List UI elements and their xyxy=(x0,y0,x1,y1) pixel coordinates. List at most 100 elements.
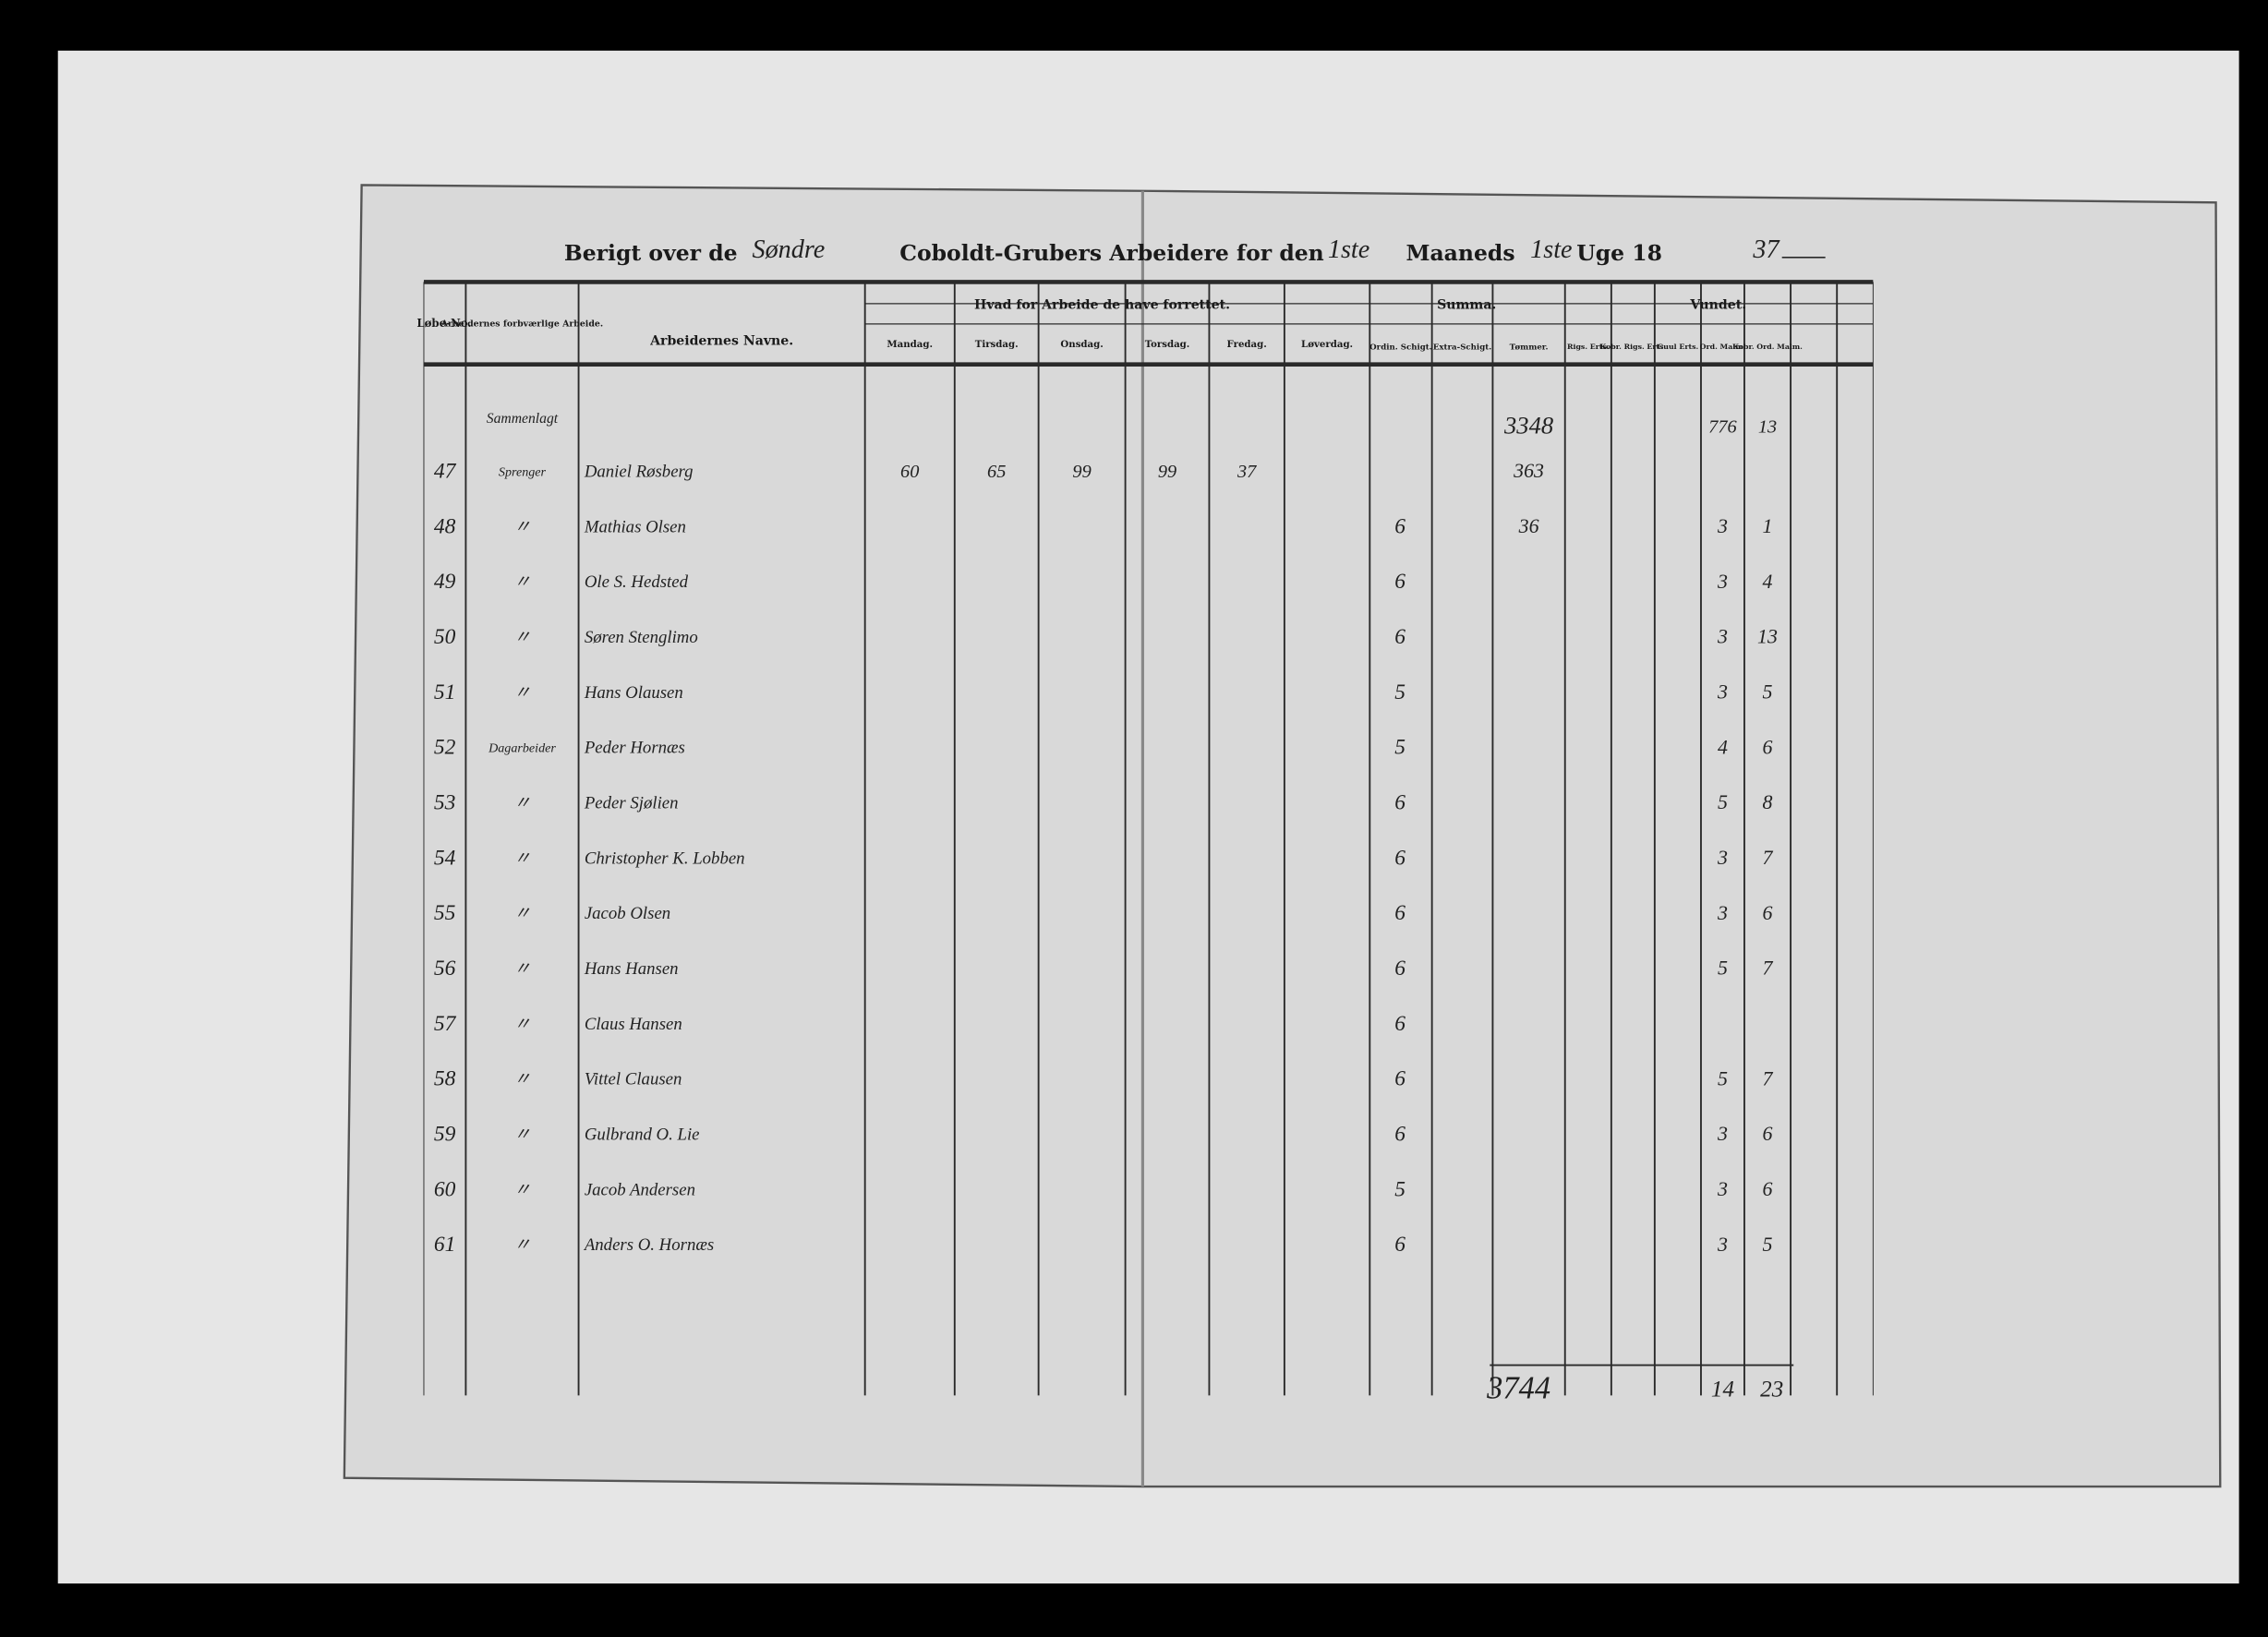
row-work: 〃 xyxy=(513,1015,531,1034)
total-tommer: 3744 xyxy=(1486,1371,1550,1406)
row-ordmalm: 4 xyxy=(1718,735,1728,758)
row-work: Dagarbeider xyxy=(488,741,556,756)
row-work: 〃 xyxy=(513,1070,531,1089)
row-kobr: 7 xyxy=(1763,957,1774,980)
row-number: 59 xyxy=(434,1123,456,1147)
total-kobr: 23 xyxy=(1760,1377,1783,1402)
col-header: Extra-Schigt. xyxy=(1433,343,1491,352)
row-day: 60 xyxy=(900,462,919,482)
title-part: Berigt over de xyxy=(564,240,738,266)
title-part: Coboldt-Grubers Arbeidere for den xyxy=(899,240,1323,266)
row-ordmalm: 3 xyxy=(1717,680,1728,704)
row-ordin: 5 xyxy=(1394,736,1405,760)
row-work: 〃 xyxy=(513,517,531,536)
row-kobr: 6 xyxy=(1763,901,1773,924)
row-ordmalm: 5 xyxy=(1718,790,1728,813)
row-kobr: 5 xyxy=(1763,1233,1773,1256)
row-ordin: 6 xyxy=(1394,625,1405,649)
row-name: Peder Hornæs xyxy=(584,739,685,758)
col-header: Onsdag. xyxy=(1060,339,1103,350)
row-kobr: 7 xyxy=(1763,846,1774,869)
row-kobr: 5 xyxy=(1763,680,1773,704)
row-name: Hans Hansen xyxy=(584,959,679,979)
row-name: Jacob Andersen xyxy=(585,1180,695,1199)
row-ordin: 5 xyxy=(1394,1177,1405,1201)
row-work: 〃 xyxy=(513,959,531,979)
row-ordin: 6 xyxy=(1394,1123,1405,1147)
group-header: Vundet. xyxy=(1689,297,1746,312)
row-name: Daniel Røsberg xyxy=(584,462,694,481)
total-ordmalm: 14 xyxy=(1711,1377,1734,1402)
row-ordin: 6 xyxy=(1394,957,1405,981)
group-header: Hvad for Arbeide de have forrettet. xyxy=(974,297,1230,312)
carried-work: Sammenlagt xyxy=(487,411,559,427)
row-day: 99 xyxy=(1158,462,1176,482)
row-kobr: 7 xyxy=(1763,1066,1774,1089)
row-number: 49 xyxy=(434,570,456,594)
row-work: 〃 xyxy=(513,572,531,592)
row-ordin: 5 xyxy=(1394,680,1405,704)
row-number: 47 xyxy=(434,460,457,484)
row-ordin: 6 xyxy=(1394,570,1405,594)
row-name: Hans Olausen xyxy=(584,683,683,703)
row-kobr: 4 xyxy=(1763,570,1773,593)
row-ordin: 6 xyxy=(1394,1233,1405,1257)
title-handwritten: 37 xyxy=(1752,235,1780,264)
row-ordin: 6 xyxy=(1394,846,1405,870)
col-header: Arbeidernes forbværlige Arbeide. xyxy=(440,319,603,329)
row-name: Anders O. Hornæs xyxy=(583,1235,714,1255)
row-name: Jacob Olsen xyxy=(585,904,670,923)
ledger-content: Berigt over de Coboldt-Grubers Arbeidere … xyxy=(416,235,1874,1406)
row-work: 〃 xyxy=(513,793,531,812)
row-ordmalm: 3 xyxy=(1717,1122,1728,1145)
row-number: 61 xyxy=(434,1233,455,1257)
row-ordin: 6 xyxy=(1394,1067,1405,1091)
row-ordmalm: 3 xyxy=(1717,1233,1728,1256)
row-ordmalm: 3 xyxy=(1717,514,1728,537)
row-ordin: 6 xyxy=(1394,901,1405,925)
title-handwritten: Søndre xyxy=(753,235,826,264)
row-kobr: 6 xyxy=(1763,735,1773,758)
row-ordmalm: 3 xyxy=(1717,625,1728,648)
row-number: 57 xyxy=(434,1012,457,1036)
row-number: 58 xyxy=(434,1067,456,1091)
row-ordmalm: 3 xyxy=(1717,901,1728,924)
row-name: Peder Sjølien xyxy=(584,793,679,812)
row-number: 52 xyxy=(434,736,456,760)
row-name: Vittel Clausen xyxy=(585,1070,682,1089)
row-tommer: 363 xyxy=(1513,459,1544,482)
row-work: 〃 xyxy=(513,628,531,647)
col-header: Kobr. Rigs. Erts. xyxy=(1599,343,1666,351)
row-day: 65 xyxy=(987,462,1006,482)
col-header: Ordin. Schigt. xyxy=(1369,343,1432,352)
row-work: Sprenger xyxy=(499,464,547,479)
title-handwritten: 1ste xyxy=(1328,235,1369,264)
row-ordmalm: 5 xyxy=(1718,1066,1728,1089)
row-work: 〃 xyxy=(513,1235,531,1255)
row-number: 54 xyxy=(434,846,456,870)
row-number: 60 xyxy=(434,1177,456,1201)
row-work: 〃 xyxy=(513,1180,531,1199)
row-ordin: 6 xyxy=(1394,791,1405,815)
row-work: 〃 xyxy=(513,1125,531,1144)
row-ordmalm: 5 xyxy=(1718,957,1728,980)
row-ordin: 6 xyxy=(1394,514,1405,538)
row-number: 55 xyxy=(434,901,456,925)
row-number: 48 xyxy=(434,514,456,538)
col-header: Guul Erts. xyxy=(1658,343,1699,351)
col-header: Ord. Malm. xyxy=(1700,343,1746,351)
col-header: Kobr. Ord. Malm. xyxy=(1732,343,1803,351)
col-header: Løverdag. xyxy=(1301,339,1353,350)
row-day: 37 xyxy=(1237,462,1257,482)
col-header: Tirsdag. xyxy=(975,339,1019,350)
row-kobr: 8 xyxy=(1763,790,1773,813)
col-header: Løbe-No. xyxy=(416,317,471,330)
row-ordmalm: 3 xyxy=(1717,1177,1728,1200)
row-number: 53 xyxy=(434,791,455,815)
row-work: 〃 xyxy=(513,904,531,923)
row-ordin: 6 xyxy=(1394,1012,1405,1036)
carried-tommer: 3348 xyxy=(1503,412,1553,439)
col-header: Fredag. xyxy=(1227,339,1267,350)
title-handwritten: 1ste xyxy=(1530,235,1572,264)
